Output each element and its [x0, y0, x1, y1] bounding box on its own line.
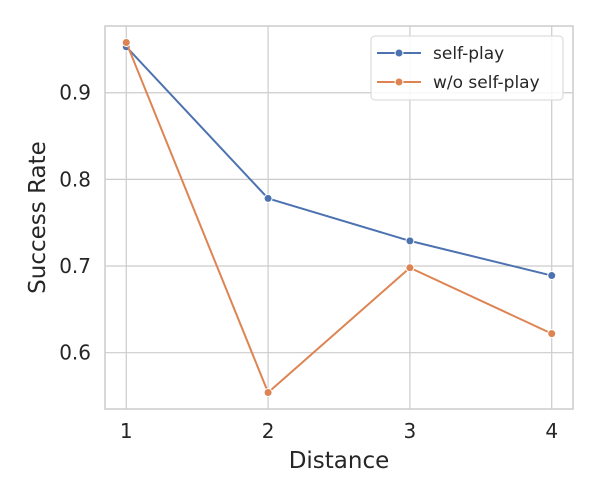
x-tick-label: 2 [262, 419, 275, 443]
data-point [405, 236, 415, 246]
data-point [547, 271, 557, 281]
x-tick-label: 4 [545, 419, 558, 443]
series-1 [121, 37, 557, 398]
x-tick-label: 3 [404, 419, 417, 443]
data-point [405, 263, 415, 273]
x-axis-title: Distance [289, 448, 390, 474]
data-point [263, 193, 273, 203]
tick-labels: 1 2 3 4 0.6 0.7 0.8 0.9 [59, 81, 558, 443]
legend-label: w/o self-play [433, 73, 540, 93]
y-tick-label: 0.6 [59, 341, 91, 365]
y-tick-label: 0.9 [59, 81, 91, 105]
plot-frame [104, 25, 574, 410]
series-line [125, 46, 552, 277]
legend-marker [394, 48, 404, 58]
series-layer [121, 37, 557, 398]
data-point [121, 37, 131, 47]
y-tick-label: 0.7 [59, 254, 91, 278]
y-axis-title: Success Rate [25, 141, 51, 294]
y-tick-label: 0.8 [59, 167, 91, 191]
legend-label: self-play [433, 44, 504, 64]
legend: self-play w/o self-play [370, 35, 564, 101]
series-line [125, 42, 553, 394]
data-point [547, 329, 557, 339]
data-point [263, 388, 273, 398]
legend-marker [394, 77, 404, 87]
x-tick-label: 1 [120, 419, 133, 443]
